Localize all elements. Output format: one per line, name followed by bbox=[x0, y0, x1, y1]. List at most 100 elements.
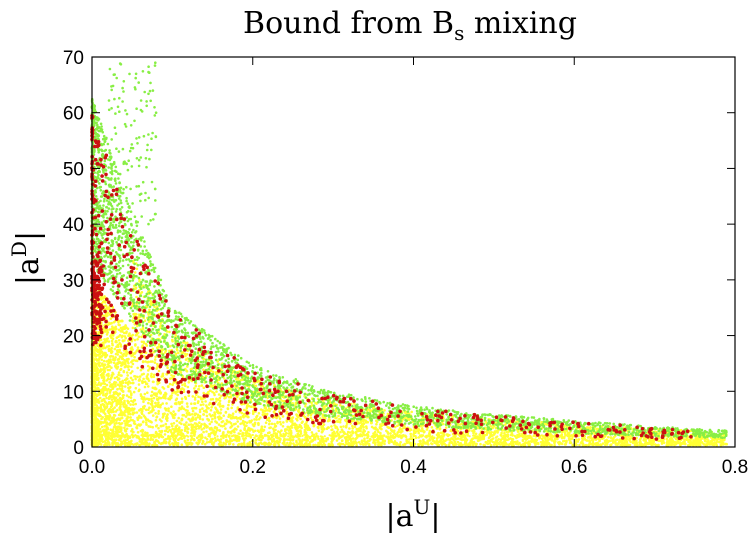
yellow-point bbox=[116, 408, 119, 412]
yellow-point bbox=[295, 413, 299, 417]
yellow-point bbox=[156, 398, 159, 402]
yellow-point bbox=[131, 326, 135, 330]
yellow-point bbox=[116, 388, 119, 391]
yellow-point bbox=[338, 420, 342, 424]
yellow-point bbox=[375, 423, 378, 426]
yellow-point bbox=[575, 443, 578, 447]
yellow-point bbox=[191, 395, 195, 398]
yellow-point bbox=[97, 424, 101, 427]
yellow-point bbox=[218, 429, 221, 432]
yellow-point bbox=[625, 441, 629, 444]
yellow-point bbox=[163, 407, 167, 410]
yellow-point bbox=[159, 322, 162, 325]
yellow-point bbox=[133, 271, 137, 274]
yellow-point bbox=[718, 440, 721, 444]
yellow-point bbox=[187, 381, 191, 384]
yellow-point bbox=[174, 412, 177, 416]
yellow-point bbox=[259, 408, 263, 411]
yellow-point bbox=[159, 392, 162, 395]
yellow-point bbox=[123, 335, 127, 338]
yellow-point bbox=[159, 424, 163, 428]
yellow-point bbox=[109, 348, 113, 352]
yellow-point bbox=[213, 414, 216, 418]
yellow-point bbox=[628, 437, 632, 441]
yellow-point bbox=[197, 388, 201, 391]
yellow-point bbox=[530, 437, 533, 441]
yellow-point bbox=[102, 428, 105, 432]
yellow-point bbox=[198, 417, 202, 421]
yellow-point bbox=[132, 359, 136, 362]
yellow-point bbox=[180, 437, 184, 441]
yellow-point bbox=[151, 380, 155, 384]
yellow-point bbox=[159, 403, 163, 407]
yellow-point bbox=[178, 406, 181, 410]
yellow-point bbox=[171, 375, 175, 378]
yellow-point bbox=[425, 428, 429, 431]
yellow-point bbox=[124, 429, 128, 433]
yellow-point bbox=[281, 425, 285, 428]
yellow-point bbox=[700, 437, 704, 440]
yellow-point bbox=[98, 348, 101, 351]
yellow-point bbox=[207, 418, 210, 422]
yellow-point bbox=[357, 441, 361, 444]
yellow-point bbox=[342, 425, 345, 428]
yellow-point bbox=[510, 440, 513, 444]
yellow-point bbox=[301, 420, 304, 424]
yellow-point bbox=[205, 430, 208, 433]
yellow-point bbox=[196, 416, 199, 419]
yellow-point bbox=[334, 409, 338, 413]
yellow-point bbox=[206, 406, 209, 410]
yellow-point bbox=[247, 404, 251, 408]
yellow-point bbox=[438, 428, 442, 431]
yellow-point bbox=[147, 313, 150, 316]
yellow-point bbox=[123, 331, 126, 335]
yellow-point bbox=[508, 442, 512, 446]
yellow-point bbox=[198, 426, 201, 430]
yellow-point bbox=[392, 436, 395, 440]
yellow-point bbox=[529, 440, 533, 443]
yellow-point bbox=[540, 437, 544, 441]
yellow-point bbox=[202, 427, 206, 430]
yellow-point bbox=[347, 441, 351, 445]
yellow-point bbox=[405, 439, 409, 443]
yellow-point bbox=[137, 335, 141, 339]
yellow-point bbox=[576, 440, 580, 443]
yellow-point bbox=[460, 438, 464, 442]
yellow-point bbox=[278, 437, 281, 440]
yellow-point bbox=[430, 426, 434, 429]
yellow-point bbox=[102, 377, 106, 381]
yellow-point bbox=[612, 438, 615, 441]
yellow-point bbox=[113, 347, 117, 351]
yellow-point bbox=[180, 405, 184, 409]
yellow-point bbox=[111, 325, 114, 329]
yellow-point bbox=[100, 425, 104, 429]
yellow-point bbox=[119, 367, 123, 371]
yellow-point bbox=[574, 439, 578, 442]
yellow-point bbox=[503, 431, 506, 435]
yellow-point bbox=[665, 437, 669, 441]
yellow-point bbox=[245, 406, 249, 410]
yellow-point bbox=[99, 410, 103, 413]
yellow-point bbox=[109, 358, 112, 361]
yellow-point bbox=[268, 426, 271, 430]
yellow-point bbox=[193, 398, 197, 401]
yellow-point bbox=[368, 408, 372, 412]
yellow-point bbox=[127, 389, 131, 393]
yellow-point bbox=[181, 383, 184, 387]
yellow-point bbox=[164, 429, 168, 433]
yellow-point bbox=[351, 443, 355, 447]
yellow-point bbox=[139, 423, 143, 426]
yellow-point bbox=[236, 425, 240, 428]
yellow-point bbox=[186, 427, 189, 430]
yellow-point bbox=[123, 426, 126, 430]
yellow-point bbox=[117, 421, 121, 425]
yellow-point bbox=[335, 416, 338, 420]
yellow-point bbox=[110, 366, 113, 370]
yellow-point bbox=[115, 444, 118, 447]
yellow-point bbox=[118, 319, 121, 323]
yellow-point bbox=[190, 402, 193, 406]
yellow-point bbox=[143, 392, 147, 396]
yellow-point bbox=[337, 414, 340, 418]
yellow-point bbox=[293, 444, 296, 447]
